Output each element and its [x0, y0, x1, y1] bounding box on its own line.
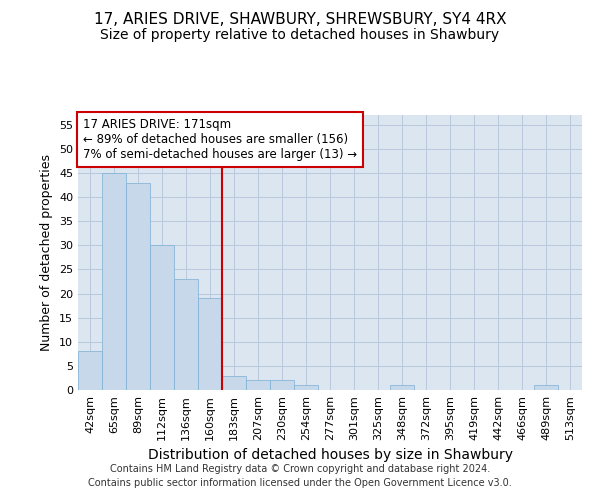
- Bar: [198, 298, 222, 390]
- Bar: [174, 279, 198, 390]
- Bar: [390, 385, 414, 390]
- Bar: [126, 182, 150, 390]
- Bar: [150, 246, 174, 390]
- Bar: [270, 380, 294, 390]
- Bar: [294, 385, 318, 390]
- X-axis label: Distribution of detached houses by size in Shawbury: Distribution of detached houses by size …: [148, 448, 512, 462]
- Text: Contains HM Land Registry data © Crown copyright and database right 2024.
Contai: Contains HM Land Registry data © Crown c…: [88, 464, 512, 487]
- Bar: [222, 376, 246, 390]
- Y-axis label: Number of detached properties: Number of detached properties: [40, 154, 53, 351]
- Text: 17 ARIES DRIVE: 171sqm
← 89% of detached houses are smaller (156)
7% of semi-det: 17 ARIES DRIVE: 171sqm ← 89% of detached…: [83, 118, 357, 161]
- Bar: [78, 352, 102, 390]
- Text: Size of property relative to detached houses in Shawbury: Size of property relative to detached ho…: [100, 28, 500, 42]
- Bar: [534, 385, 558, 390]
- Text: 17, ARIES DRIVE, SHAWBURY, SHREWSBURY, SY4 4RX: 17, ARIES DRIVE, SHAWBURY, SHREWSBURY, S…: [94, 12, 506, 28]
- Bar: [102, 173, 126, 390]
- Bar: [246, 380, 270, 390]
